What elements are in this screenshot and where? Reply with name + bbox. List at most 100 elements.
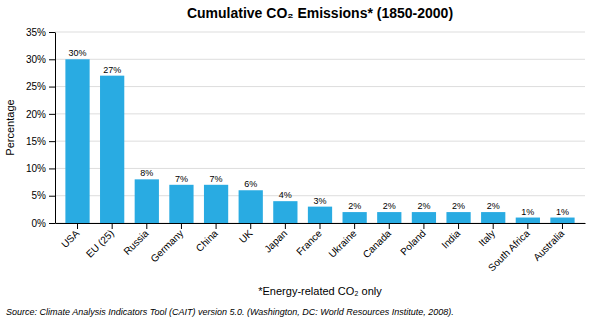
- x-tick-mark: [458, 223, 459, 229]
- x-tick-label: Japan: [262, 228, 289, 255]
- bar: [377, 212, 401, 223]
- x-tick-mark: [423, 223, 424, 229]
- x-tick: India: [439, 223, 462, 251]
- x-tick-mark: [146, 223, 147, 229]
- x-tick: UK: [237, 223, 255, 245]
- x-tick-mark: [389, 223, 390, 229]
- x-axis-title: *Energy-related CO₂ only: [258, 285, 382, 297]
- x-tick-label: EU (25): [84, 228, 116, 260]
- x-tick-mark: [181, 223, 182, 229]
- x-tick-mark: [285, 223, 286, 229]
- x-tick: USA: [59, 223, 82, 250]
- bar: [273, 201, 297, 223]
- x-tick-label: France: [294, 227, 324, 257]
- x-tick-label: Poland: [398, 228, 428, 258]
- x-tick-label: China: [194, 227, 221, 254]
- y-tick-label: 35%: [26, 27, 46, 38]
- x-axis: USAEU (25)RussiaGermanyChinaUKJapanFranc…: [56, 223, 586, 274]
- grid-line: [55, 59, 585, 60]
- data-label: 7%: [210, 174, 223, 184]
- bar: [550, 218, 574, 223]
- grid-line: [55, 32, 585, 33]
- grid-line: [55, 168, 585, 169]
- x-tick-label: South Africa: [486, 227, 532, 273]
- y-tick: 25%: [26, 81, 55, 92]
- data-label: 27%: [103, 65, 121, 75]
- x-tick: Canada: [361, 223, 394, 260]
- data-label: 30%: [69, 48, 87, 58]
- bar: [65, 59, 89, 223]
- y-tick: 35%: [26, 27, 55, 38]
- y-axis-line: [55, 33, 56, 224]
- x-tick-mark: [250, 223, 251, 229]
- y-tick: 0%: [32, 218, 55, 229]
- y-tick-label: 25%: [26, 81, 46, 92]
- data-label: 2%: [487, 201, 500, 211]
- bar: [446, 212, 470, 223]
- y-tick: 15%: [26, 136, 55, 147]
- data-label: 2%: [417, 201, 430, 211]
- x-tick-mark: [320, 223, 321, 229]
- y-tick-mark: [49, 59, 55, 60]
- x-tick-label: India: [439, 227, 462, 250]
- x-tick-label: USA: [59, 227, 82, 250]
- x-tick-label: Ukraine: [326, 227, 358, 259]
- data-label: 2%: [383, 201, 396, 211]
- x-tick: Japan: [262, 223, 289, 255]
- x-tick: EU (25): [84, 223, 116, 260]
- x-tick-mark: [562, 223, 563, 229]
- y-axis: 0% 5% 10% 15% 20% 25% 30% 35%: [26, 27, 56, 229]
- bar: [204, 185, 228, 223]
- x-tick-label: Canada: [361, 227, 394, 260]
- y-tick-label: 30%: [26, 54, 46, 65]
- bar: [239, 190, 263, 223]
- data-label: 6%: [244, 179, 257, 189]
- y-tick-label: 10%: [26, 163, 46, 174]
- y-axis-title: Percentage: [4, 99, 16, 155]
- y-tick-label: 0%: [32, 218, 47, 229]
- title: Cumulative CO₂ Emissions* (1850-2000): [187, 5, 453, 21]
- data-label: 1%: [521, 207, 534, 217]
- x-tick-label: UK: [237, 227, 255, 245]
- y-tick: 20%: [26, 109, 55, 120]
- x-tick: Italy: [476, 223, 497, 248]
- data-label: 1%: [556, 207, 569, 217]
- annotation: Source: Climate Analysis Indicators Tool…: [6, 307, 454, 317]
- grid: [55, 32, 585, 223]
- data-label: 7%: [175, 174, 188, 184]
- data-label: 2%: [452, 201, 465, 211]
- bar: [169, 185, 193, 223]
- bar: [100, 76, 124, 223]
- bar: [308, 207, 332, 223]
- bars: [65, 59, 574, 223]
- x-tick-mark: [493, 223, 494, 229]
- bar: [135, 179, 159, 223]
- bar: [343, 212, 367, 223]
- data-label: 8%: [140, 168, 153, 178]
- grid-line: [55, 141, 585, 142]
- x-tick: France: [294, 223, 324, 257]
- y-tick-mark: [49, 141, 55, 142]
- bar: [412, 212, 436, 223]
- x-tick-label: Italy: [476, 228, 497, 249]
- data-label: 4%: [279, 190, 292, 200]
- grid-line: [55, 113, 585, 114]
- x-tick-label: Russia: [121, 227, 151, 257]
- bar: [481, 212, 505, 223]
- x-tick-mark: [527, 223, 528, 229]
- y-tick-mark: [49, 87, 55, 88]
- x-tick-mark: [216, 223, 217, 229]
- y-tick-mark: [49, 114, 55, 115]
- y-tick: 5%: [32, 190, 55, 201]
- y-tick-label: 15%: [26, 136, 46, 147]
- y-tick-mark: [49, 168, 55, 169]
- y-tick-mark: [49, 223, 55, 224]
- x-tick-label: Australia: [531, 227, 567, 263]
- x-tick: South Africa: [486, 223, 532, 274]
- x-tick: Poland: [398, 223, 428, 257]
- y-tick: 10%: [26, 163, 55, 174]
- x-tick: Australia: [531, 223, 567, 263]
- y-tick-label: 20%: [26, 109, 46, 120]
- y-tick-mark: [49, 196, 55, 197]
- x-tick: China: [194, 223, 221, 254]
